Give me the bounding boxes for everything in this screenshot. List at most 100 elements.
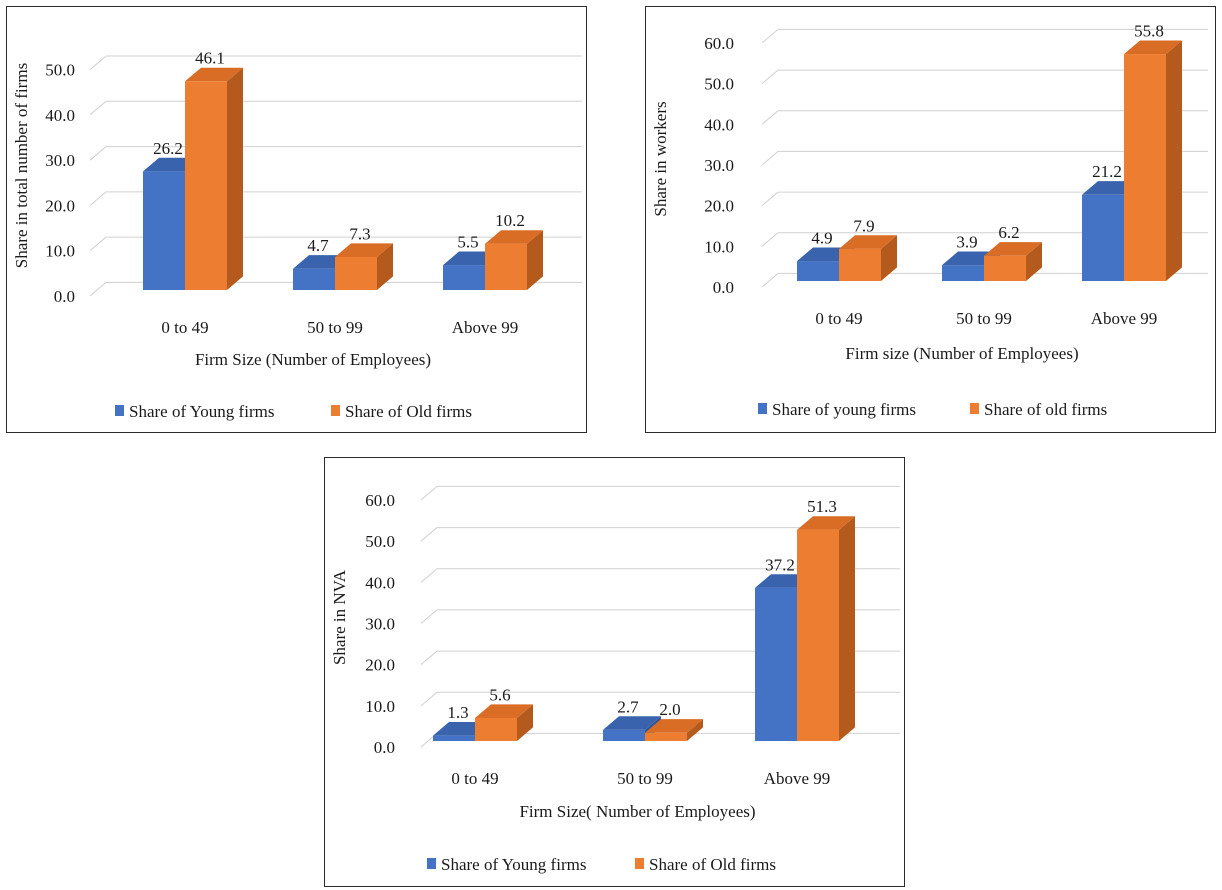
data-label: 4.7 (307, 236, 329, 255)
y-tick-label: 10.0 (45, 242, 75, 261)
bar-top (984, 242, 1042, 256)
bar-front (755, 587, 797, 741)
x-tick-label: Above 99 (764, 769, 831, 788)
legend-label: Share of Old firms (649, 855, 776, 874)
x-tick-label: 50 to 99 (307, 318, 363, 337)
data-label: 7.9 (853, 216, 874, 235)
legend-label: Share of Old firms (345, 402, 472, 421)
bar-side (1166, 40, 1182, 282)
y-tick-label: 40.0 (45, 106, 75, 125)
bar-front (475, 717, 517, 741)
legend-label: Share of old firms (984, 400, 1107, 419)
bar-top (1124, 40, 1182, 55)
x-tick-label: 0 to 49 (161, 318, 208, 337)
x-tick-label: 50 to 99 (956, 309, 1012, 328)
data-label: 5.6 (489, 685, 510, 704)
data-label: 2.7 (617, 697, 639, 716)
y-tick-label: 30.0 (365, 615, 395, 634)
bar-side (1026, 242, 1042, 281)
bar-front (185, 81, 227, 290)
grid-diagonal (761, 69, 779, 85)
bar-front (797, 529, 839, 741)
bar-old-2 (1124, 40, 1182, 282)
legend-swatch (635, 858, 644, 869)
bar-front (645, 732, 687, 741)
data-label: 2.0 (659, 700, 680, 719)
x-axis-title: Firm Size( Number of Employees) (519, 802, 755, 821)
data-label: 1.3 (447, 703, 468, 722)
grid-diagonal (420, 691, 438, 707)
bar-old-2 (797, 516, 855, 741)
legend-swatch (758, 403, 767, 414)
chart-svg-firms: 0.0 10.0 20.0 30.0 40.0 50.0 Share in total nu… (12, 49, 582, 421)
y-tick-label: 0.0 (374, 738, 395, 757)
x-tick-label: 0 to 49 (815, 309, 862, 328)
bar-top (335, 243, 393, 257)
x-tick-label: Above 99 (452, 318, 519, 337)
bar-side (377, 243, 393, 290)
y-tick-label: 0.0 (54, 287, 75, 306)
legend-swatch (427, 858, 436, 869)
bar-top (839, 235, 897, 249)
bar-front (1082, 194, 1124, 281)
bar-side (687, 719, 703, 741)
data-label: 51.3 (807, 497, 837, 516)
grid-diagonal (420, 650, 438, 666)
grid-diagonal (89, 236, 107, 252)
grid-diagonal (420, 527, 438, 542)
bar-side (527, 230, 543, 290)
legend-swatch (970, 403, 979, 414)
y-tick-label: 50.0 (365, 532, 395, 551)
x-tick-label: 0 to 49 (451, 769, 498, 788)
bar-top (185, 67, 243, 82)
legend-label: Share of Young firms (129, 402, 274, 421)
x-tick-label: 50 to 99 (617, 769, 673, 788)
y-tick-label: 50.0 (704, 75, 734, 94)
y-axis-title: Share in NVA (330, 569, 349, 665)
data-label: 55.8 (1134, 21, 1164, 40)
bar-front (143, 171, 185, 290)
bar-top (475, 704, 533, 718)
bar-side (839, 516, 855, 741)
bar-old-1 (645, 719, 703, 741)
data-label: 46.1 (195, 49, 225, 68)
grid-diagonal (89, 55, 107, 71)
data-label: 21.2 (1092, 162, 1122, 181)
bar-old-2 (485, 230, 543, 290)
bar-top (797, 516, 855, 530)
bar-front (942, 265, 984, 281)
y-tick-label: 20.0 (704, 197, 734, 216)
chart-svg-workers: 0.0 10.0 20.0 30.0 40.0 50.0 60.0 Share in work… (651, 21, 1208, 419)
y-axis-title: Share in workers (651, 101, 670, 216)
bar-old-1 (335, 243, 393, 290)
y-tick-label: 20.0 (45, 196, 75, 215)
bar-front (293, 268, 335, 290)
x-axis-title: Firm Size (Number of Employees) (195, 350, 431, 369)
bar-front (485, 243, 527, 290)
bar-top (485, 230, 543, 244)
legend-swatch (115, 405, 124, 416)
bar-front (443, 265, 485, 290)
data-label: 3.9 (956, 233, 977, 252)
legend-swatch (331, 405, 340, 416)
bar-old-0 (839, 235, 897, 281)
chart-svg-nva: 0.0 10.0 20.0 30.0 40.0 50.0 60.0 Share in NVA 1… (330, 485, 900, 874)
y-tick-label: 60.0 (704, 34, 734, 53)
bar-old-1 (984, 242, 1042, 281)
bar-old-0 (475, 704, 533, 741)
grid-diagonal (89, 146, 107, 161)
grid-diagonal (89, 282, 107, 297)
y-tick-label: 60.0 (365, 491, 395, 510)
y-tick-label: 10.0 (365, 697, 395, 716)
y-tick-label: 50.0 (45, 61, 75, 80)
grid-diagonal (761, 232, 779, 247)
legend-label: Share of Young firms (441, 855, 586, 874)
grid-diagonal (761, 191, 779, 207)
bar-top (603, 716, 661, 730)
legend-label: Share of young firms (772, 400, 916, 419)
grid-diagonal (420, 609, 438, 624)
bar-front (984, 255, 1026, 281)
data-label: 5.5 (457, 233, 478, 252)
bar-old-0 (185, 67, 243, 291)
y-tick-label: 20.0 (365, 656, 395, 675)
